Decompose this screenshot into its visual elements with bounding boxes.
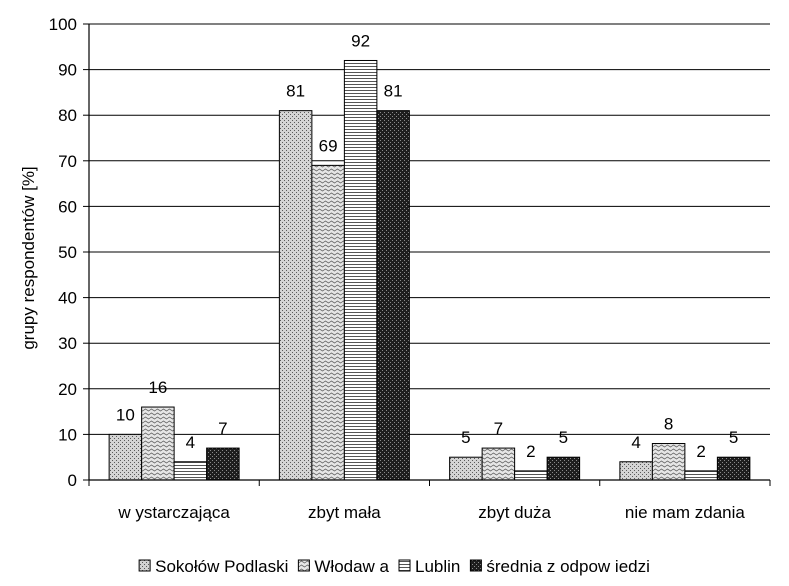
- gridlines: [89, 23, 770, 435]
- y-tick-label: 100: [49, 15, 77, 34]
- bar: [206, 447, 240, 481]
- data-label: 7: [494, 419, 503, 438]
- bar: [311, 164, 345, 481]
- bar: [546, 456, 581, 481]
- bar: [619, 461, 653, 481]
- y-tick-label: 40: [58, 289, 77, 308]
- data-label: 81: [384, 82, 403, 101]
- labels: 10 81 5 4 16 69 7 8 4 92 2 2 7 81 5 5: [116, 31, 738, 460]
- bar: [716, 456, 751, 481]
- legend-label: Włodaw a: [314, 557, 389, 576]
- bar: [684, 470, 718, 481]
- bar: [108, 433, 143, 481]
- y-tick-label: 80: [58, 106, 77, 125]
- legend-label: średnia z odpow iedzi: [486, 557, 649, 576]
- legend-label: Sokołów Podlaski: [155, 557, 288, 576]
- legend-label: Lublin: [415, 557, 460, 576]
- data-label: 10: [116, 405, 135, 424]
- legend: Sokołów Podlaski Włodaw a Lublin średnia z …: [138, 557, 650, 576]
- bar: [514, 470, 548, 481]
- y-tick-label: 60: [58, 197, 77, 216]
- bar: [376, 110, 410, 481]
- bar: [481, 447, 516, 481]
- legend-swatch: [398, 559, 411, 572]
- data-label: 2: [526, 442, 535, 461]
- x-category-label: zbyt duża: [478, 503, 551, 522]
- data-label: 8: [664, 415, 673, 434]
- y-tick-label: 30: [58, 334, 77, 353]
- data-label: 16: [148, 378, 167, 397]
- legend-swatch: [297, 559, 310, 572]
- bar: [343, 59, 378, 481]
- x-category-label: nie mam zdania: [625, 503, 746, 522]
- legend-swatch: [469, 559, 482, 572]
- legend-swatch: [138, 559, 151, 572]
- y-axis-title: grupy respondentów [%]: [19, 166, 38, 349]
- data-label: 4: [631, 433, 640, 452]
- y-tick-label: 70: [58, 152, 77, 171]
- data-label: 81: [286, 82, 305, 101]
- data-label: 69: [319, 136, 338, 155]
- data-label: 5: [559, 428, 568, 447]
- y-tick-label: 0: [68, 471, 77, 490]
- data-label: 2: [696, 442, 705, 461]
- x-category-label: w ystarczająca: [117, 503, 230, 522]
- data-label: 5: [729, 428, 738, 447]
- y-tick-label: 50: [58, 243, 77, 262]
- y-tick-label: 10: [58, 425, 77, 444]
- data-label: 92: [351, 31, 370, 50]
- x-category-label: zbyt mała: [308, 503, 381, 522]
- data-label: 4: [186, 433, 195, 452]
- data-label: 5: [461, 428, 470, 447]
- bars: [108, 59, 751, 481]
- bar: [651, 443, 686, 481]
- bar: [173, 461, 208, 481]
- bar: [449, 456, 483, 481]
- y-tick-label: 90: [58, 61, 77, 80]
- y-tick-label: 20: [58, 380, 77, 399]
- bar: [278, 110, 313, 481]
- data-label: 7: [218, 419, 227, 438]
- bar: [141, 406, 175, 481]
- axes: 0 10 20 30 40 50 60 70 80 90 100 w ystarczająca zbyt…: [49, 15, 771, 522]
